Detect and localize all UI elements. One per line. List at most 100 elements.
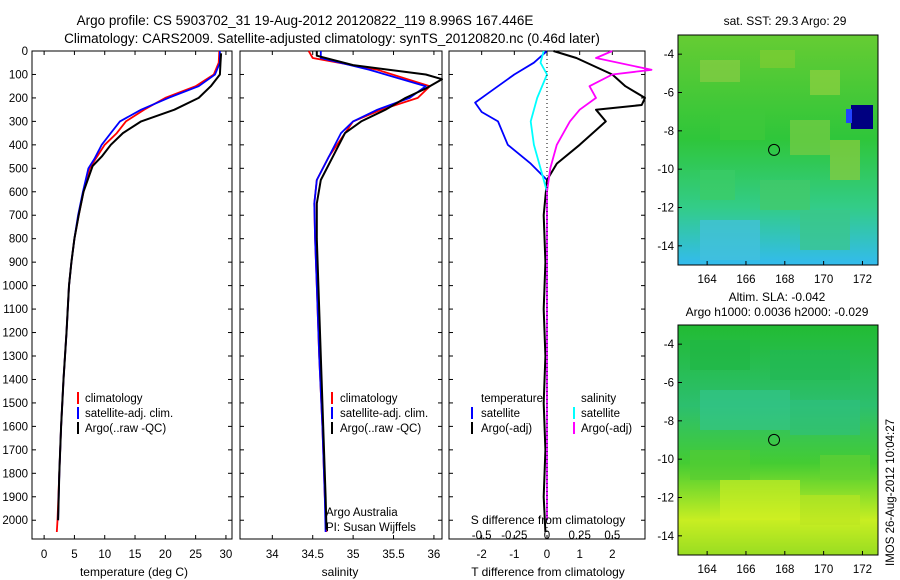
series-line-temperature-satellite	[474, 50, 548, 521]
sla-texture-patch	[700, 390, 790, 430]
sst-map-ticks: 164 166 168 170 172 -4 -6 -8 -10 -12 -14	[657, 49, 872, 286]
sdiff-xlabel: S difference from climatology	[471, 513, 626, 527]
map-x-tick-label: 168	[775, 564, 794, 576]
sst-texture-patch	[700, 220, 760, 260]
depth-tick-label: 0	[22, 46, 28, 58]
depth-tick-label: 600	[9, 187, 28, 199]
depth-tick-label: 1500	[2, 398, 28, 410]
x-tick-label: 30	[220, 549, 233, 561]
salinity-xlabel: salinity	[322, 565, 359, 579]
legend-label: satellite-adj. clim.	[340, 408, 428, 420]
temperature-ticks: 0 5 10 15 20 25 30	[41, 51, 232, 561]
map-x-tick-label: 164	[698, 274, 718, 286]
sla-texture-patch	[790, 400, 860, 435]
x-tick-label: 0	[41, 549, 47, 561]
map-y-tick-label: -6	[664, 378, 674, 390]
x-tick-label: 10	[98, 549, 111, 561]
map-y-tick-label: -8	[664, 416, 674, 428]
argo-location-marker	[768, 143, 781, 156]
sla-texture-patch	[690, 450, 750, 480]
legend-title-salinity: salinity	[581, 393, 616, 405]
temperature-series	[55, 50, 223, 533]
salinity-series	[307, 50, 443, 533]
map-y-tick-label: -10	[657, 164, 674, 176]
depth-tick-label: 1900	[2, 492, 28, 504]
sla-texture-patch	[720, 480, 800, 520]
sla-map-axes	[677, 324, 879, 556]
map-y-tick-label: -14	[657, 531, 674, 543]
depth-tick-label: 100	[9, 69, 28, 81]
x-tick-label: 1	[576, 549, 582, 561]
legend-swatch-satellite	[331, 407, 333, 419]
figure-title-line1: Argo profile: CS 5903702_31 19-Aug-2012 …	[77, 13, 534, 28]
legend-label: satellite-adj. clim.	[85, 408, 173, 420]
credit-line2: PI: Susan Wijffels	[326, 522, 416, 534]
x-tick-label: 2	[609, 549, 615, 561]
depth-tick-label: 200	[9, 93, 28, 105]
map-y-tick-label: -4	[664, 339, 675, 351]
salinity-legend: climatology satellite-adj. clim. Argo(..…	[331, 392, 428, 435]
imos-timestamp: IMOS 26-Aug-2012 10:04:27	[885, 419, 897, 566]
x-tick-label: 25	[189, 549, 202, 561]
legend-label: climatology	[85, 393, 143, 405]
x-tick-label: 34	[266, 549, 279, 561]
sst-texture-patch	[800, 210, 850, 250]
sla-texture-patch	[820, 455, 870, 480]
figure-title-line2: Climatology: CARS2009. Satellite-adjuste…	[64, 31, 600, 46]
legend-label: Argo(..raw -QC)	[340, 423, 421, 435]
legend-swatch-sal-argo	[573, 422, 575, 434]
x-tick-label: 34.5	[302, 549, 324, 561]
sst-texture-patch	[760, 180, 810, 210]
difference-legend: temperature salinity satellite Argo(-adj…	[471, 393, 632, 435]
sst-texture-patch	[720, 110, 765, 140]
legend-swatch-temp-satellite	[471, 407, 473, 419]
legend-swatch-sal-satellite	[573, 407, 575, 419]
x-tick-label: 15	[129, 549, 142, 561]
legend-title-temperature: temperature	[481, 393, 543, 405]
map-x-tick-label: 170	[814, 274, 833, 286]
x-tick-label: 20	[159, 549, 172, 561]
temperature-xlabel: temperature (deg C)	[80, 565, 188, 579]
series-line-temperature-argo-adj-	[542, 50, 646, 533]
sst-texture-patch	[760, 50, 795, 68]
sst-map-title: sat. SST: 29.3 Argo: 29	[724, 14, 847, 28]
depth-ticks: 0 100 200 300 400 500 600 700 800 900 1000 1100 1200…	[2, 46, 645, 527]
map-y-tick-label: -14	[657, 241, 674, 253]
legend-swatch-argo	[77, 422, 79, 434]
sst-texture-patch	[700, 60, 740, 82]
s-diff-tick-label: -0.5	[472, 530, 492, 542]
sst-cool-patch	[846, 109, 852, 123]
sst-cold-patch	[851, 105, 873, 129]
series-line-salinity-argo-adj-	[546, 50, 653, 521]
tdiff-xlabel: T difference from climatology	[471, 565, 625, 579]
series-line-argo-raw-qc-	[57, 53, 223, 521]
depth-tick-label: 1200	[2, 328, 28, 340]
legend-label: Argo(..raw -QC)	[85, 423, 166, 435]
legend-swatch-argo	[331, 422, 333, 434]
depth-tick-label: 800	[9, 234, 28, 246]
sla-texture-patch	[800, 495, 860, 525]
depth-tick-label: 1600	[2, 421, 28, 433]
x-tick-label: -2	[477, 549, 487, 561]
map-x-tick-label: 166	[736, 564, 755, 576]
x-tick-label: 5	[71, 549, 77, 561]
sst-texture-patch	[810, 70, 840, 95]
s-diff-tick-label: 0.5	[604, 530, 620, 542]
sst-texture-patch	[790, 120, 830, 155]
sst-texture-patch	[830, 140, 860, 180]
sla-texture-patch	[770, 350, 850, 380]
sla-map-title: Altim. SLA: -0.042	[729, 290, 826, 304]
depth-tick-label: 400	[9, 140, 28, 152]
temperature-legend: climatology satellite-adj. clim. Argo(..…	[77, 392, 173, 435]
map-y-tick-label: -6	[664, 88, 674, 100]
sst-texture-patch	[700, 170, 735, 200]
legend-label: Argo(-adj)	[581, 423, 632, 435]
legend-swatch-climatology	[77, 392, 79, 404]
series-line-climatology	[307, 50, 431, 533]
sst-patches	[700, 50, 860, 260]
sla-map: 164 166 168 170 172 -4 -6 -8 -10 -12 -14	[657, 324, 879, 576]
depth-tick-label: 1400	[2, 374, 28, 386]
argo-location-marker	[768, 433, 781, 446]
x-tick-label: 35.5	[382, 549, 404, 561]
